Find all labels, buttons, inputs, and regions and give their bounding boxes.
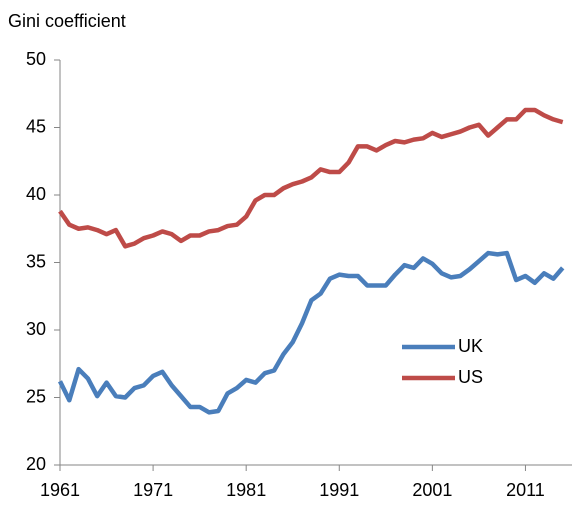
y-tick-label: 45 [26,116,46,136]
x-tick-label: 2011 [506,480,545,500]
y-tick-label: 35 [26,251,46,271]
x-tick-label: 2001 [412,480,452,500]
y-tick-label: 25 [26,386,46,406]
legend-label: UK [458,336,483,356]
y-axis-label: Gini coefficient [8,11,126,31]
line-series [57,250,565,415]
x-tick-label: 1961 [40,480,80,500]
y-tick-label: 40 [26,184,46,204]
y-tick-label: 50 [26,49,46,69]
x-tick-label: 1971 [133,480,173,500]
x-tick-label: 1981 [226,480,266,500]
legend-label: US [458,367,483,387]
y-tick-label: 20 [26,454,46,474]
x-tick-label: 1991 [319,480,359,500]
line-series [58,107,564,249]
y-tick-label: 30 [26,319,46,339]
